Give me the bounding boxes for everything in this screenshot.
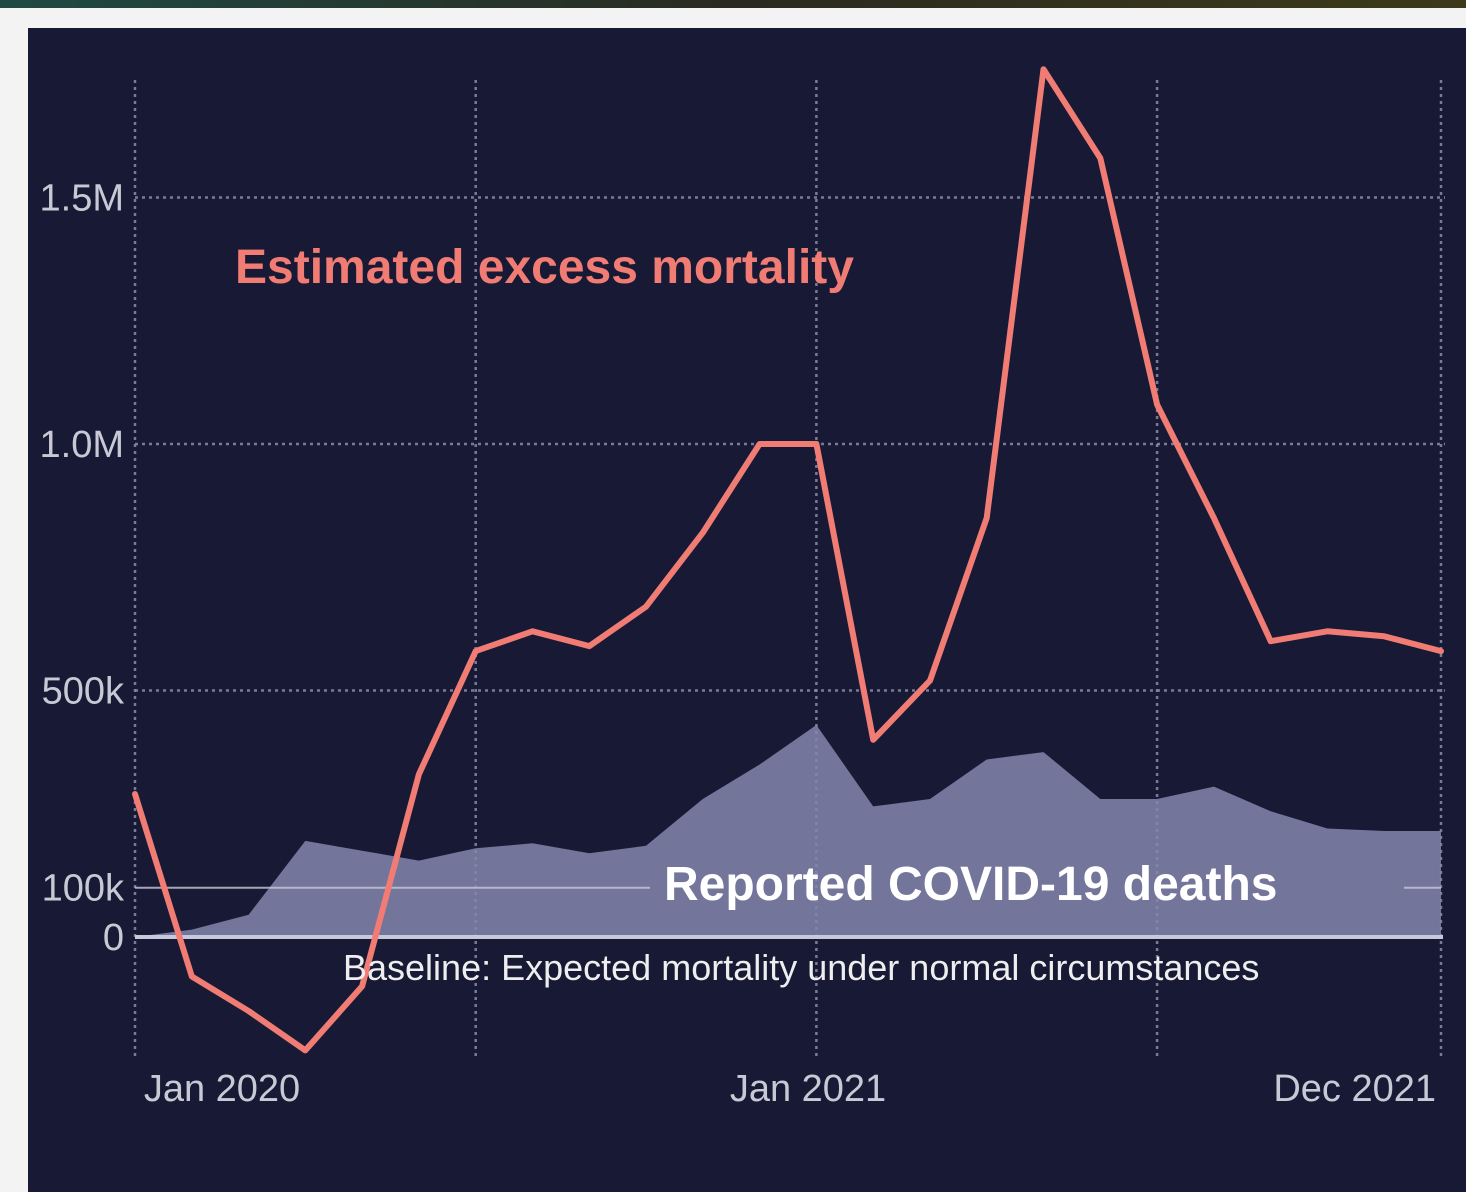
baseline-layer <box>135 886 1443 939</box>
y-tick-0: 1.5M <box>40 178 124 220</box>
y-tick-1: 1.0M <box>40 424 124 466</box>
x-tick-2: Dec 2021 <box>1273 1068 1436 1110</box>
reported-deaths-label: Reported COVID-19 deaths <box>664 858 1277 911</box>
x-tick-0: Jan 2020 <box>144 1068 300 1110</box>
excess-mortality-line <box>132 66 1444 1054</box>
y-tick-4: 0 <box>103 917 124 959</box>
x-tick-1: Jan 2021 <box>730 1068 886 1110</box>
y-tick-2: 500k <box>42 671 125 713</box>
chart-panel <box>28 28 1466 1192</box>
annotations: Estimated excess mortality Reported COVI… <box>235 241 1277 988</box>
baseline-label: Baseline: Expected mortality under norma… <box>343 947 1259 988</box>
tick-labels: 1.5M 1.0M 500k 100k 0 Jan 2020 Jan 2021 Dec 202… <box>40 178 1436 1111</box>
y-tick-3: 100k <box>42 868 125 910</box>
deaths-area <box>135 725 1441 937</box>
deaths-area-layer <box>135 725 1441 937</box>
excess-mortality-label: Estimated excess mortality <box>235 241 854 294</box>
gridlines <box>133 80 1445 1060</box>
excess-line-layer <box>132 66 1444 1054</box>
